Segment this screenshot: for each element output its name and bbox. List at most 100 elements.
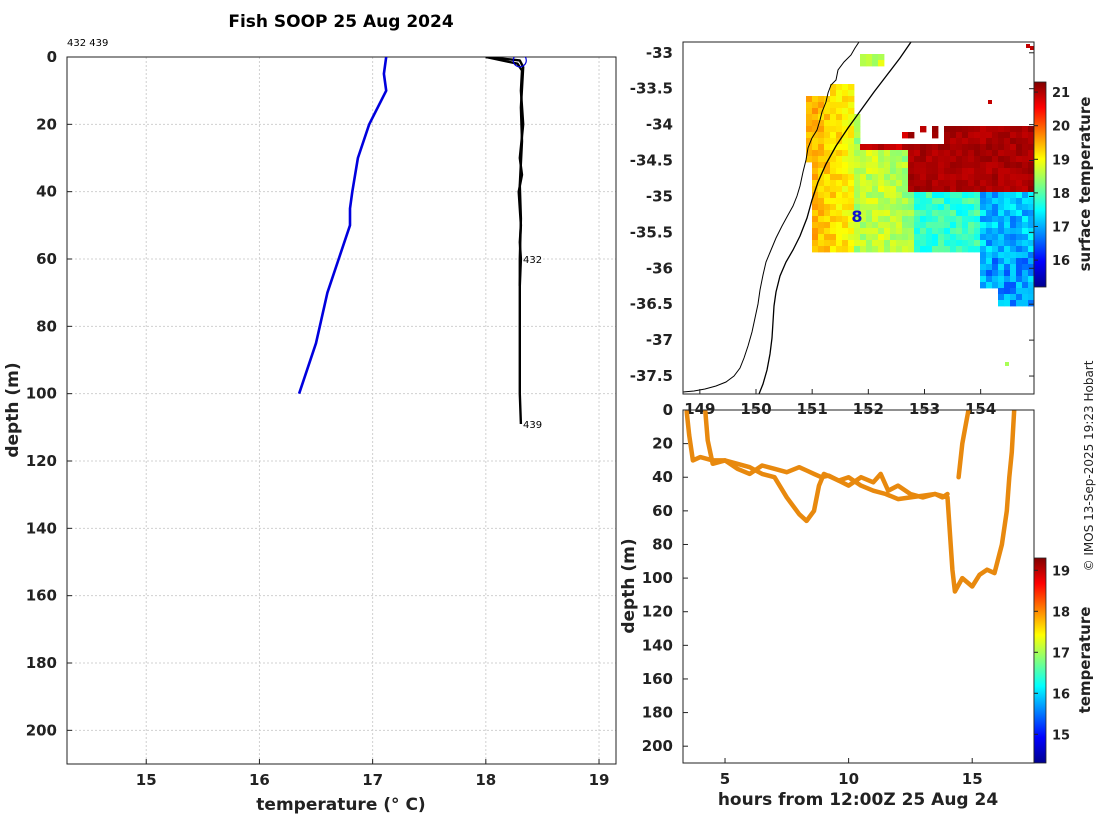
sst-cell [848, 162, 855, 169]
sst-cell [986, 156, 993, 163]
sst-cell [872, 192, 879, 199]
sst-cell [974, 174, 981, 181]
depth-time-y-tick-label: 140 [642, 636, 673, 654]
sst-cell [830, 132, 837, 139]
sst-cell [932, 126, 939, 133]
sst-cell [1010, 216, 1017, 223]
sst-cell [974, 132, 981, 139]
sst-cell [962, 132, 969, 139]
sst-cell [926, 240, 933, 247]
sst-cell [836, 240, 843, 247]
profile-y-tick-label: 100 [26, 385, 57, 403]
sst-cell [878, 180, 885, 187]
sst-cell [812, 192, 819, 199]
sst-cell [824, 102, 831, 109]
sst-cell [890, 192, 897, 199]
sst-cell [836, 120, 843, 127]
sst-cell [890, 144, 897, 151]
sst-cell [872, 186, 879, 193]
sst-cell [944, 162, 951, 169]
sst-cell [836, 246, 843, 253]
sst-cell [1004, 150, 1011, 157]
sst-cell [1030, 46, 1034, 50]
depth-time-y-tick-label: 0 [663, 401, 673, 419]
sst-cell [986, 276, 993, 283]
sst-cell [842, 204, 849, 211]
sst-cell [998, 276, 1005, 283]
sst-cell [974, 138, 981, 145]
sst-cell [950, 186, 957, 193]
sst-cell [980, 138, 987, 145]
sst-cell [998, 270, 1005, 277]
sst-cell [830, 138, 837, 145]
sst-cell [848, 144, 855, 151]
sst-cell [854, 156, 861, 163]
sst-cell [998, 156, 1005, 163]
sst-colorbar-tick-label: 17 [1052, 221, 1070, 236]
sst-cell [896, 228, 903, 235]
sst-cell [1016, 276, 1023, 283]
sst-cell [1028, 210, 1034, 217]
sst-cell [974, 240, 981, 247]
sst-cell [974, 180, 981, 187]
sst-cell [860, 156, 867, 163]
sst-cell [974, 198, 981, 205]
sst-cell [860, 198, 867, 205]
sst-cell [998, 246, 1005, 253]
sst-cell [878, 204, 885, 211]
sst-cell [866, 180, 873, 187]
sst-cell [806, 132, 813, 139]
sst-cell [902, 222, 909, 229]
sst-cell [866, 240, 873, 247]
sst-cell [866, 60, 873, 67]
temperature-colorbar-ticks: 15 16 17 18 19 [1034, 564, 1070, 743]
sst-cell [878, 162, 885, 169]
sst-cell [866, 174, 873, 181]
sst-cell [854, 186, 861, 193]
sst-cell [848, 102, 855, 109]
sst-cell [884, 198, 891, 205]
depth-time-y-tick-label: 180 [642, 704, 673, 722]
sst-cell [890, 210, 897, 217]
sst-cell [950, 144, 957, 151]
sst-cell [926, 216, 933, 223]
sst-cell [860, 192, 867, 199]
sst-cell [920, 204, 927, 211]
sst-cell [812, 234, 819, 241]
sst-cell [1016, 150, 1023, 157]
sst-cell [914, 162, 921, 169]
sst-cell [992, 222, 999, 229]
sst-cell [938, 204, 945, 211]
sst-cell [824, 138, 831, 145]
sst-cell [938, 180, 945, 187]
profile-series [297, 57, 527, 425]
sst-cell [962, 180, 969, 187]
sst-cell [890, 240, 897, 247]
sst-cell [968, 126, 975, 133]
sst-cell [914, 144, 921, 151]
depth-time-y-tick-label: 40 [652, 468, 673, 486]
sst-cell [1022, 282, 1029, 289]
depth-time-y-tick-label: 20 [652, 435, 673, 453]
sst-cell [848, 138, 855, 145]
sst-cell [878, 198, 885, 205]
sst-cell [872, 246, 879, 253]
sst-cell [962, 150, 969, 157]
sst-cell [812, 210, 819, 217]
profile-y-tick-label: 140 [26, 519, 57, 537]
sst-cell [1022, 252, 1029, 259]
map-x-tick-label: 151 [797, 400, 828, 418]
sst-cell [1028, 282, 1034, 289]
sst-cell [962, 246, 969, 253]
sst-cell [956, 138, 963, 145]
sst-cell [824, 144, 831, 151]
sst-cell [1028, 222, 1034, 229]
sst-cell [842, 144, 849, 151]
sst-cell [830, 198, 837, 205]
profile-x-tick-label: 19 [589, 771, 610, 789]
sst-cell [842, 150, 849, 157]
sst-cell [836, 126, 843, 133]
sst-cell [890, 246, 897, 253]
sst-cell [902, 192, 909, 199]
sst-cell [854, 240, 861, 247]
